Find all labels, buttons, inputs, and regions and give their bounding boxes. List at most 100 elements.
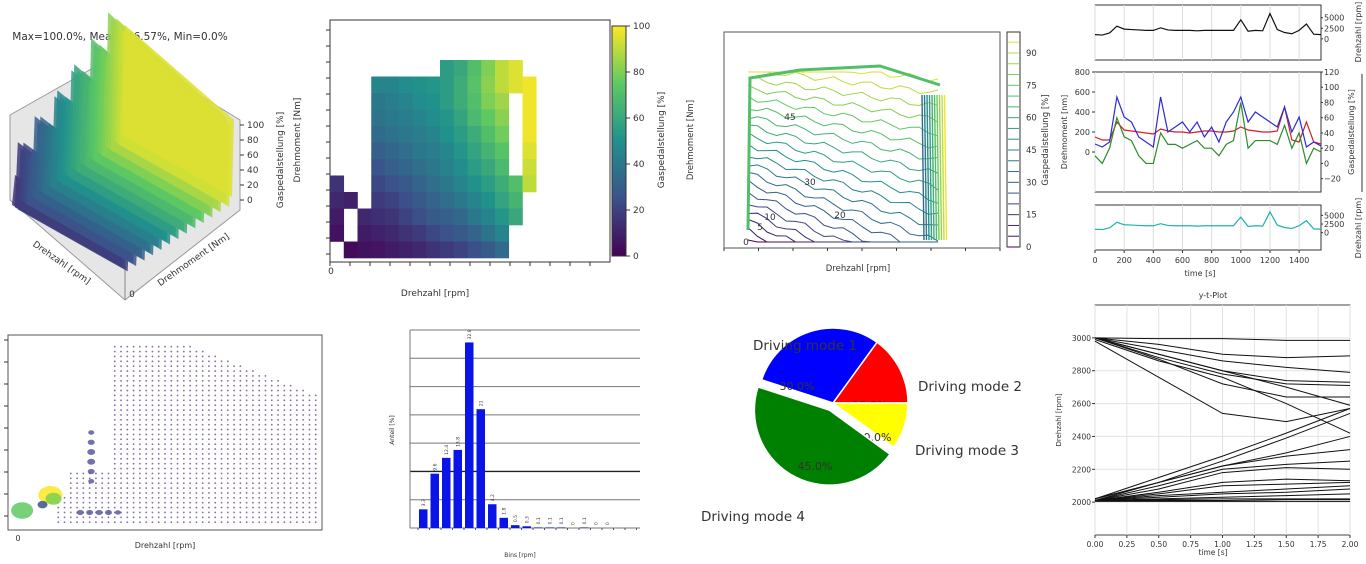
scatter-dot <box>208 448 210 450</box>
scatter-dot <box>201 477 204 480</box>
scatter-dot <box>214 433 217 436</box>
heatmap-cell <box>330 192 345 209</box>
scatter-dot <box>239 501 242 504</box>
scatter-dot <box>283 409 286 411</box>
scatter-dot <box>220 496 223 499</box>
scatter-dot <box>82 496 85 499</box>
scatter-dot <box>189 482 192 485</box>
heatmap-cell <box>371 142 386 160</box>
histogram-bar <box>522 526 531 528</box>
scatter-dot <box>176 375 179 377</box>
scatter-dot <box>289 472 292 475</box>
scatter-dot <box>76 477 78 480</box>
scatter-dot <box>120 438 122 441</box>
scatter-dot <box>208 438 210 441</box>
scatter-dot <box>239 414 242 416</box>
scatter-dot <box>245 501 248 504</box>
scatter-dot <box>289 404 292 407</box>
scatter-dot <box>138 355 141 358</box>
scatter-dot <box>164 501 166 504</box>
scatter-dot <box>120 384 122 387</box>
scatter-dot <box>208 506 210 509</box>
scatter-dot <box>220 379 223 382</box>
scatter-dot <box>283 496 286 499</box>
x-tick-label: 0.00 <box>1087 540 1104 549</box>
scatter-dot <box>95 496 97 499</box>
scatter-dot <box>88 501 91 504</box>
heatmap-cell <box>508 60 523 77</box>
scatter-dot <box>314 516 317 519</box>
contour-line <box>747 156 939 215</box>
scatter-dot <box>270 521 273 524</box>
scatter-dot <box>195 433 198 436</box>
scatter-dot <box>226 370 229 372</box>
scatter-dot <box>164 506 166 509</box>
scatter-dot <box>208 482 210 485</box>
scatter-dot <box>69 496 72 499</box>
scatter-dot <box>151 482 154 485</box>
z-tick-label: 0 <box>247 196 253 206</box>
scatter-dot <box>308 423 311 426</box>
scatter-dot <box>289 462 292 465</box>
scatter-dot <box>201 457 204 460</box>
contour-line <box>747 164 939 226</box>
scatter-dot <box>151 355 154 358</box>
scatter-dot <box>157 389 160 392</box>
scatter-dot <box>120 423 122 426</box>
scatter-dot <box>258 433 261 436</box>
scatter-dot <box>189 487 192 489</box>
scatter-dot <box>195 399 198 402</box>
scatter-dot <box>176 394 179 397</box>
scatter-dot <box>308 462 311 465</box>
scatter-dot <box>302 389 305 392</box>
scatter-dot <box>138 384 141 387</box>
scatter-dot <box>252 375 254 377</box>
scatter-dot <box>258 379 261 382</box>
scatter-dot <box>164 409 166 411</box>
scatter-dot <box>264 404 267 407</box>
bar-value-label: 0.5 <box>513 515 519 522</box>
scatter-dot <box>308 487 311 489</box>
scatter-dot <box>239 428 242 431</box>
scatter-dot <box>239 516 242 519</box>
scatter-dot <box>138 345 141 348</box>
contour-line <box>943 94 948 241</box>
scatter-dot <box>314 394 317 397</box>
scatter-dot <box>157 492 160 494</box>
scatter-dot <box>295 389 298 392</box>
scatter-dot <box>120 462 122 465</box>
scatter-dot <box>277 501 279 504</box>
heatmap-cell <box>440 109 455 127</box>
y-tick-label-right: 40 <box>1324 129 1334 138</box>
scatter-dot <box>95 501 97 504</box>
y-axis-label: Anteil [%] <box>389 415 396 445</box>
scatter-dot <box>189 423 192 426</box>
scatter-dot <box>182 365 185 368</box>
scatter-dot <box>145 457 148 460</box>
scatter-dot <box>164 399 166 402</box>
scatter-dot <box>157 379 160 382</box>
scatter-dot <box>270 506 273 509</box>
scatter-dot <box>252 448 254 450</box>
scatter-dot <box>226 496 229 499</box>
scatter-dot <box>170 467 173 470</box>
scatter-dot <box>208 394 210 397</box>
heatmap-cell <box>398 76 413 94</box>
scatter-dot <box>277 384 279 387</box>
scatter-dot <box>252 482 254 485</box>
scatter-dot <box>308 438 311 441</box>
contour-line <box>747 132 939 191</box>
colorbar <box>611 25 627 257</box>
colorbar-tick-label: 0 <box>1026 243 1031 253</box>
scatter-dot <box>220 428 223 431</box>
series-line <box>1095 499 1350 501</box>
colorbar-tick-label: 75 <box>1026 81 1037 91</box>
scatter-bubble <box>86 509 94 516</box>
heatmap-cell <box>357 208 372 226</box>
scatter-dot <box>295 492 298 494</box>
scatter-dot <box>277 399 279 402</box>
scatter-dot <box>233 448 235 450</box>
scatter-dot <box>302 423 305 426</box>
scatter-dot <box>195 506 198 509</box>
scatter-dot <box>226 399 229 402</box>
